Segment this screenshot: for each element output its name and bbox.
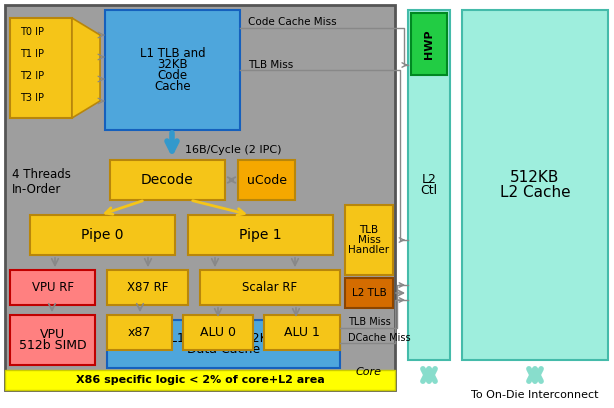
- Text: Data Cache: Data Cache: [187, 344, 260, 356]
- Text: 4 Threads
In-Order: 4 Threads In-Order: [12, 168, 71, 196]
- Text: ALU 1: ALU 1: [284, 326, 320, 339]
- Bar: [200, 270, 340, 305]
- Text: DCache Miss: DCache Miss: [348, 333, 411, 343]
- Text: x87: x87: [128, 326, 151, 339]
- Text: T3 IP: T3 IP: [20, 93, 44, 103]
- Text: uCode: uCode: [246, 173, 287, 186]
- Bar: [345, 205, 393, 275]
- Bar: [183, 315, 253, 350]
- Bar: [107, 320, 340, 368]
- Bar: [238, 160, 295, 200]
- Bar: [345, 278, 393, 308]
- Text: Decode: Decode: [141, 173, 194, 187]
- Text: Miss: Miss: [357, 235, 381, 245]
- Text: Core: Core: [356, 367, 382, 377]
- Bar: [411, 13, 447, 75]
- Bar: [10, 315, 95, 365]
- Bar: [462, 10, 608, 360]
- Text: 16B/Cycle (2 IPC): 16B/Cycle (2 IPC): [185, 145, 281, 155]
- Text: T1 IP: T1 IP: [20, 49, 44, 59]
- Text: Cache: Cache: [154, 80, 191, 93]
- Text: Code Cache Miss: Code Cache Miss: [248, 17, 336, 27]
- Text: HWP: HWP: [424, 29, 434, 59]
- Bar: [10, 18, 72, 118]
- Text: L2 Cache: L2 Cache: [500, 185, 570, 200]
- Text: VPU RF: VPU RF: [31, 281, 74, 294]
- Polygon shape: [72, 18, 100, 118]
- Text: L1 TLB and: L1 TLB and: [140, 47, 205, 60]
- Bar: [107, 315, 172, 350]
- Bar: [107, 270, 188, 305]
- Text: L1 TLB and 32KB: L1 TLB and 32KB: [170, 332, 277, 345]
- Bar: [5, 5, 395, 390]
- Text: Handler: Handler: [348, 245, 389, 255]
- Text: 32KB: 32KB: [157, 58, 188, 71]
- Text: Pipe 0: Pipe 0: [81, 228, 124, 242]
- Text: T0 IP: T0 IP: [20, 27, 44, 37]
- Text: 512KB: 512KB: [510, 171, 560, 185]
- Text: L2: L2: [422, 173, 437, 186]
- Text: X87 RF: X87 RF: [127, 281, 168, 294]
- Bar: [188, 215, 333, 255]
- Text: Pipe 1: Pipe 1: [239, 228, 282, 242]
- Text: TLB Miss: TLB Miss: [348, 317, 391, 327]
- Text: To On-Die Interconnect: To On-Die Interconnect: [472, 390, 599, 400]
- Text: VPU: VPU: [40, 328, 65, 341]
- Text: ALU 0: ALU 0: [200, 326, 236, 339]
- Text: Ctl: Ctl: [421, 184, 438, 197]
- Bar: [105, 10, 240, 130]
- Bar: [408, 10, 450, 360]
- Bar: [264, 315, 340, 350]
- Bar: [110, 160, 225, 200]
- Bar: [5, 370, 395, 390]
- Bar: [10, 270, 95, 305]
- Text: TLB: TLB: [359, 225, 379, 235]
- Bar: [30, 215, 175, 255]
- Text: X86 specific logic < 2% of core+L2 area: X86 specific logic < 2% of core+L2 area: [76, 375, 324, 385]
- Text: T2 IP: T2 IP: [20, 71, 44, 81]
- Text: Code: Code: [157, 69, 187, 82]
- Text: TLB Miss: TLB Miss: [248, 60, 293, 70]
- Text: L2 TLB: L2 TLB: [352, 288, 386, 298]
- Text: 512b SIMD: 512b SIMD: [18, 339, 87, 353]
- Text: Scalar RF: Scalar RF: [243, 281, 298, 294]
